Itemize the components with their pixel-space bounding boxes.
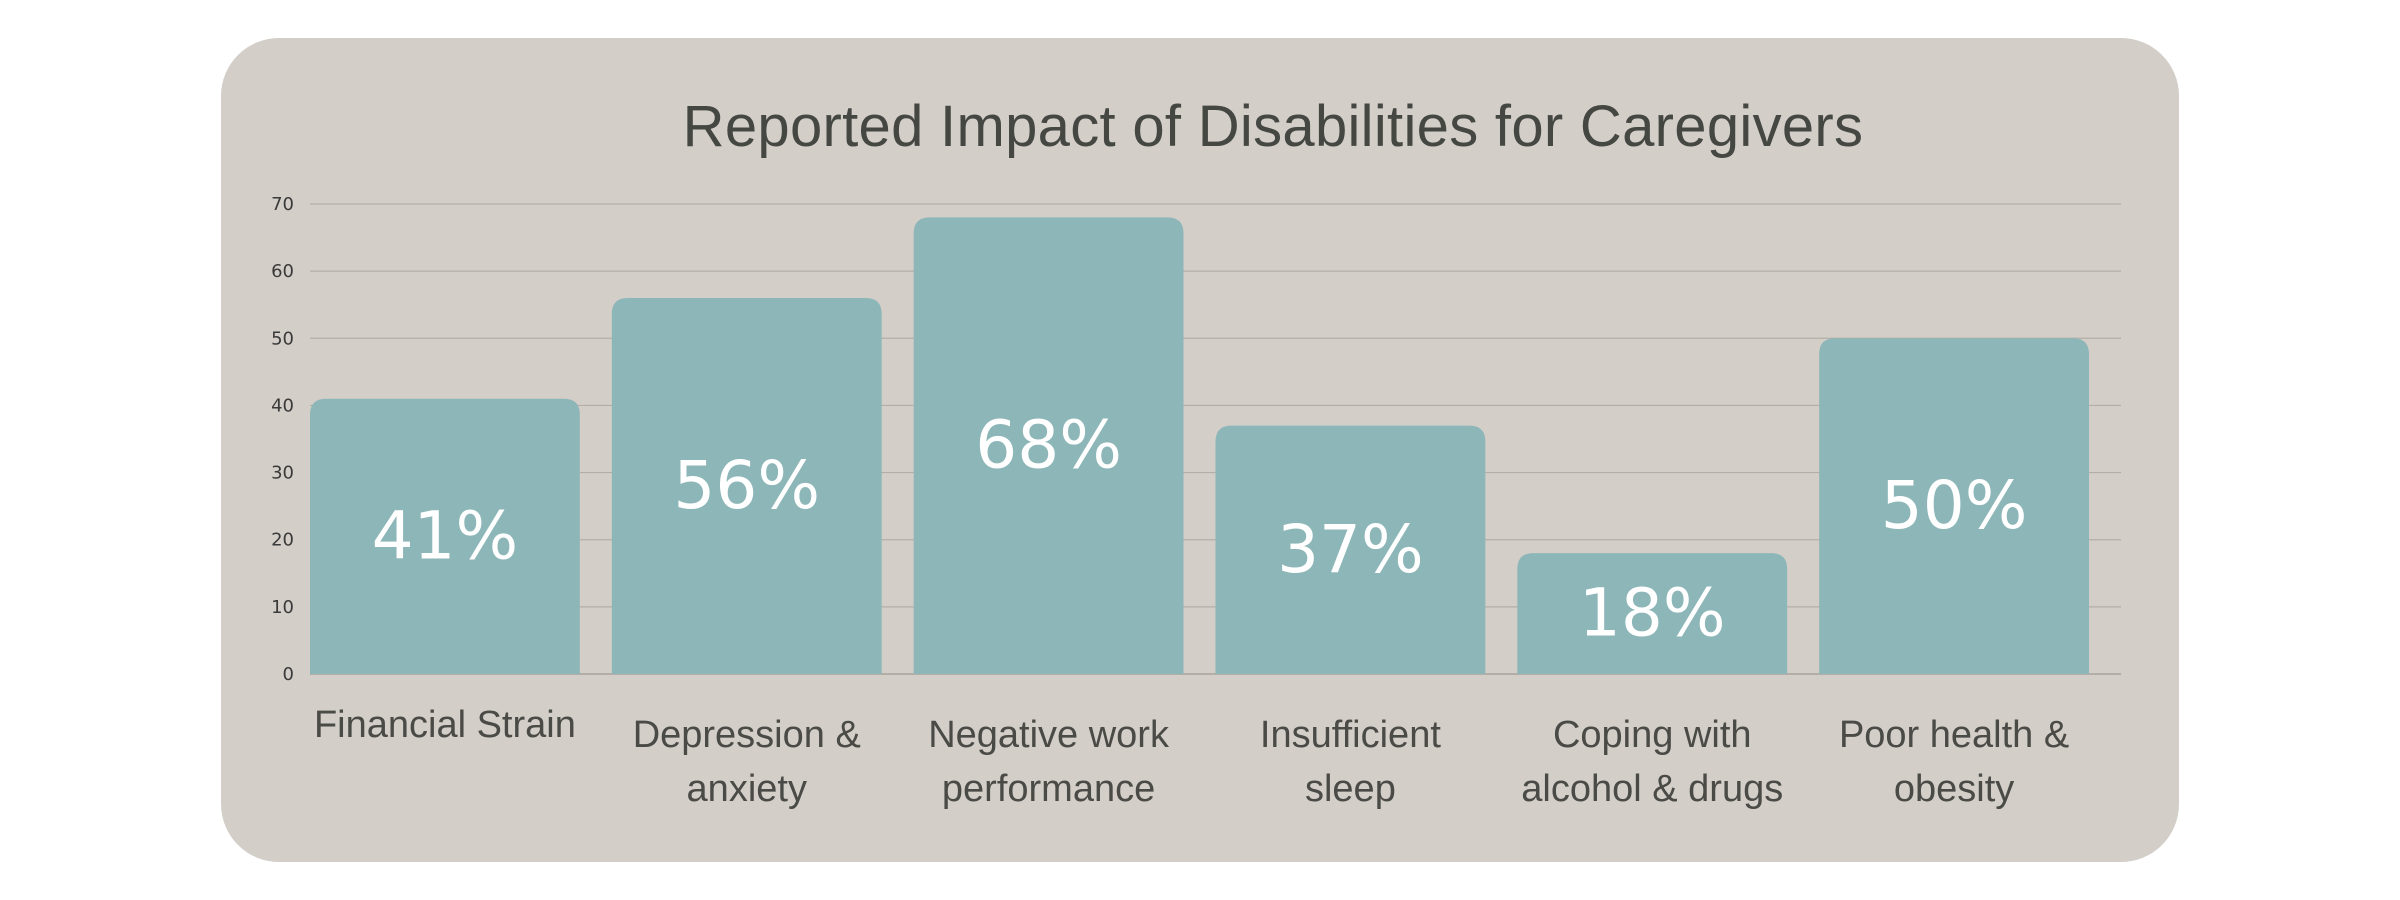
x-category-label-line: Depression &: [632, 714, 861, 756]
x-category-label-line: Insufficient: [1259, 714, 1441, 756]
x-category-label-line: Poor health &: [1838, 714, 2070, 756]
chart-card: Reported Impact of Disabilities for Care…: [221, 38, 2179, 862]
x-category-label: Financial Strain: [300, 698, 590, 752]
bar-value-label: 50%: [1881, 467, 2028, 544]
bar-value-label: 41%: [372, 497, 519, 574]
bar-chart-plot: 0 10 20 30 40 50 60 70 41% 56% 68% 37% 18% 50%: [271, 194, 2121, 685]
x-category-label: Insufficient sleep: [1205, 708, 1495, 816]
bar-5: [1819, 338, 2089, 674]
bar-0: [310, 398, 580, 674]
bar-value-label: 37%: [1277, 511, 1424, 588]
x-category-label: Negative work performance: [904, 708, 1194, 816]
x-category-label: Poor health & obesity: [1809, 708, 2099, 816]
y-tick-label: 50: [271, 328, 294, 349]
bar-4: [1517, 553, 1788, 674]
x-category-label-line: performance: [941, 768, 1156, 810]
y-tick-label: 40: [271, 395, 294, 416]
x-category-label-line: alcohol & drugs: [1521, 768, 1784, 810]
bar-value-label: 18%: [1579, 575, 1726, 652]
y-tick-label: 30: [271, 463, 294, 484]
y-tick-label: 0: [283, 664, 294, 685]
y-tick-label: 60: [271, 261, 294, 282]
chart-title: Reported Impact of Disabilities for Care…: [682, 94, 1864, 159]
y-tick-label: 10: [271, 597, 294, 618]
bar-value-label: 68%: [975, 407, 1122, 484]
bar-3: [1215, 425, 1486, 674]
y-tick-label: 20: [271, 530, 294, 551]
x-category-label: Coping with alcohol & drugs: [1507, 708, 1797, 816]
x-category-label-line: sleep: [1304, 768, 1396, 810]
x-category-label-line: anxiety: [686, 768, 807, 810]
x-category-label-line: Coping with: [1552, 714, 1752, 756]
y-tick-label: 70: [271, 194, 294, 215]
bar-2: [913, 217, 1184, 674]
x-category-label: Depression & anxiety: [602, 708, 892, 816]
bar-value-label: 56%: [673, 447, 820, 524]
x-category-label-line: Negative work: [928, 714, 1169, 756]
x-category-label-line: Financial Strain: [313, 704, 576, 746]
x-category-label-line: obesity: [1893, 768, 2015, 810]
bar-1: [611, 298, 882, 674]
